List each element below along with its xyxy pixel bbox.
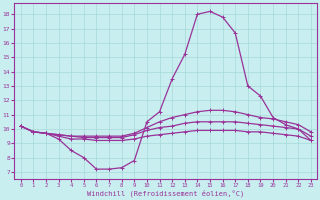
X-axis label: Windchill (Refroidissement éolien,°C): Windchill (Refroidissement éolien,°C) [87, 190, 244, 197]
